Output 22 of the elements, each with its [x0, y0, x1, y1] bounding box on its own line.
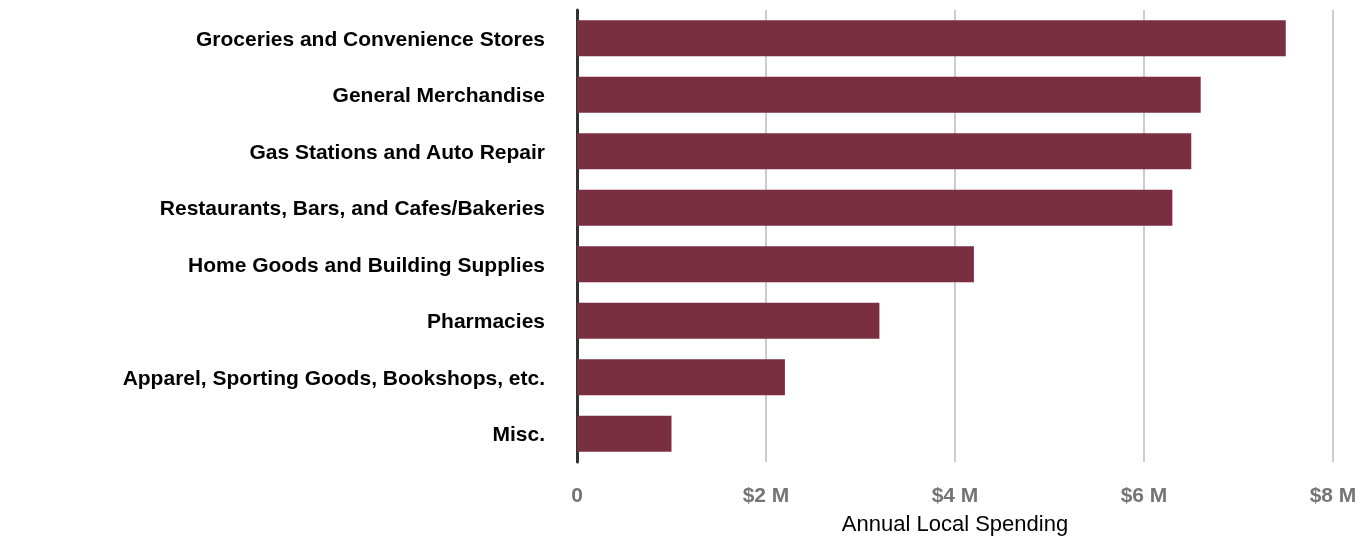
bar	[577, 76, 1201, 113]
bar	[577, 20, 1286, 57]
x-tick-label: 0	[571, 483, 583, 506]
bar	[577, 189, 1173, 226]
x-tick-label: $4 M	[931, 483, 979, 506]
y-tick-label: Gas Stations and Auto Repair	[249, 139, 545, 163]
bar	[577, 133, 1192, 170]
x-tick-label: $8 M	[1309, 483, 1357, 506]
x-axis-title: Annual Local Spending	[841, 510, 1069, 536]
bar	[577, 302, 880, 339]
y-tick-label: General Merchandise	[332, 83, 545, 107]
y-tick-label: Restaurants, Bars, and Cafes/Bakeries	[159, 196, 545, 220]
x-tick-label: $6 M	[1120, 483, 1168, 506]
x-tick-label: $2 M	[742, 483, 790, 506]
y-tick-label: Home Goods and Building Supplies	[187, 252, 545, 276]
y-tick-label: Groceries and Convenience Stores	[196, 26, 545, 50]
y-tick-label: Apparel, Sporting Goods, Bookshops, etc.	[122, 365, 545, 389]
bar	[577, 246, 974, 283]
bar	[577, 359, 785, 396]
bar	[577, 415, 672, 452]
y-tick-label: Misc.	[492, 422, 545, 446]
y-tick-label: Pharmacies	[427, 309, 545, 333]
